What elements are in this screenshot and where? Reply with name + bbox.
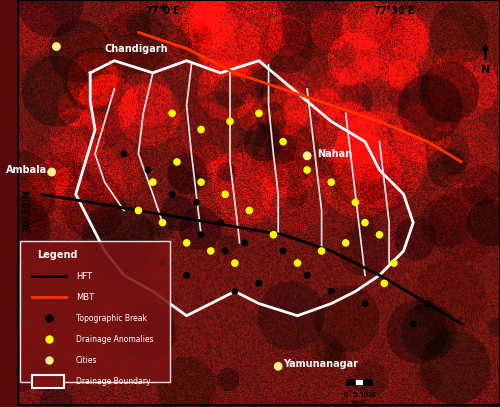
Text: Nahan: Nahan [317, 149, 352, 159]
Bar [32, 375, 64, 388]
Bar [346, 379, 354, 385]
Point [231, 288, 239, 295]
Point [197, 126, 205, 133]
Point [221, 191, 229, 197]
Point [226, 118, 234, 125]
Point [303, 167, 311, 173]
Text: MBT: MBT [76, 293, 94, 302]
Point [45, 336, 53, 342]
FancyBboxPatch shape [20, 241, 170, 383]
Text: 0: 0 [344, 392, 348, 398]
Point [274, 363, 282, 370]
Point [390, 260, 398, 266]
Point [158, 219, 166, 226]
Point [246, 207, 254, 214]
Point [279, 138, 287, 145]
Point [144, 167, 152, 173]
Point [380, 280, 388, 287]
Point [303, 272, 311, 278]
Point [168, 191, 176, 197]
Point [231, 260, 239, 266]
Text: 77°30'E: 77°30'E [373, 6, 414, 16]
Point [376, 232, 384, 238]
Point [279, 248, 287, 254]
Point [173, 159, 181, 165]
Point [221, 248, 229, 254]
Text: 77°0'E: 77°0'E [145, 6, 180, 16]
Point [168, 110, 176, 116]
Point [197, 232, 205, 238]
Point [361, 300, 369, 307]
Text: Topographic Break: Topographic Break [76, 314, 146, 323]
Point [45, 315, 53, 322]
Point [48, 169, 56, 175]
Bar [364, 379, 372, 385]
Point [240, 240, 248, 246]
Point [318, 248, 326, 254]
Text: Kms: Kms [352, 400, 366, 406]
Bar [354, 379, 364, 385]
Point [294, 260, 302, 266]
Point [182, 240, 190, 246]
Text: Legend: Legend [37, 250, 78, 260]
Text: Drainage Anomalies: Drainage Anomalies [76, 335, 154, 344]
Point [149, 179, 157, 186]
Point [270, 232, 278, 238]
Text: Cities: Cities [76, 356, 97, 365]
Point [303, 153, 311, 159]
Point [182, 272, 190, 278]
Text: 5: 5 [352, 392, 356, 398]
Text: N: N [481, 46, 490, 75]
Point [352, 199, 360, 206]
Point [158, 260, 166, 266]
Text: 30°30'N: 30°30'N [22, 189, 32, 232]
Point [409, 321, 417, 327]
Text: 20: 20 [368, 392, 376, 398]
Point [328, 179, 336, 186]
Point [328, 288, 336, 295]
Point [206, 248, 214, 254]
Point [424, 300, 432, 307]
Text: Ambala: Ambala [6, 165, 47, 175]
Text: Drainage Boundary: Drainage Boundary [76, 377, 150, 386]
Point [52, 43, 60, 50]
Point [255, 110, 263, 116]
Point [134, 207, 142, 214]
Point [361, 219, 369, 226]
Text: Yamunanagar: Yamunanagar [283, 359, 358, 369]
Point [120, 151, 128, 157]
Text: Chandigarh: Chandigarh [104, 44, 168, 54]
Point [192, 199, 200, 206]
Text: HFT: HFT [76, 271, 92, 280]
Point [45, 357, 53, 363]
Point [342, 240, 349, 246]
Point [255, 280, 263, 287]
Point [216, 219, 224, 226]
Text: 10: 10 [359, 392, 368, 398]
Point [197, 179, 205, 186]
